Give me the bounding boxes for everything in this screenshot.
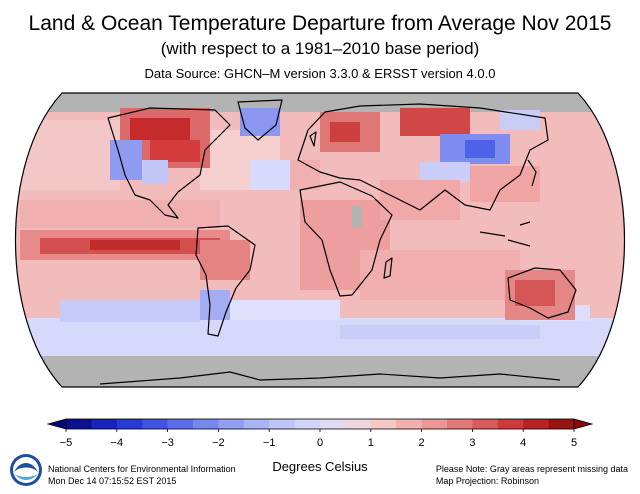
- colorbar-arrow-left: [46, 418, 67, 430]
- data-source: Data Source: GHCN–M version 3.3.0 & ERSS…: [144, 66, 496, 81]
- colorbar-tick-label: −3: [161, 437, 174, 449]
- colorbar-bin: [193, 419, 219, 429]
- anomaly-field: [15, 93, 625, 387]
- coast-greenland: [237, 99, 283, 141]
- map-title: Land & Ocean Temperature Departure from …: [28, 12, 612, 35]
- colorbar-tick-label: 4: [520, 437, 527, 449]
- colorbar-tick-label: 0: [316, 437, 324, 449]
- timestamp: Mon Dec 14 07:15:52 EST 2015: [48, 476, 177, 486]
- colorbar-bin: [345, 419, 372, 429]
- colorbar-bin: [91, 419, 118, 429]
- org-name: National Centers for Environmental Infor…: [48, 464, 236, 474]
- colorbar-bin: [370, 419, 397, 429]
- map-subtitle: (with respect to a 1981–2010 base period…: [160, 39, 480, 58]
- colorbar-tick-label: −1: [262, 437, 276, 449]
- colorbar: [46, 418, 594, 432]
- coast-africa: [299, 181, 393, 297]
- colorbar-bin: [396, 419, 422, 429]
- colorbar-bin: [523, 419, 549, 429]
- colorbar-bin: [421, 419, 448, 429]
- coast-antarctica: [99, 371, 561, 385]
- region-central-africa-missing: [352, 206, 362, 228]
- colorbar-tick-label: 1: [367, 437, 374, 449]
- colorbar-tick-label: −5: [59, 437, 73, 449]
- colorbar-bin: [294, 419, 321, 429]
- colorbar-bin: [548, 419, 575, 429]
- colorbar-arrow-right: [573, 418, 594, 430]
- projection-note: Map Projection: Robinson: [435, 476, 539, 486]
- colorbar-bin: [142, 419, 168, 429]
- colorbar-bin: [269, 419, 295, 429]
- region-siberia: [400, 108, 470, 136]
- colorbar-tick-label: 3: [469, 437, 476, 449]
- globe-outline: [15, 92, 625, 388]
- region-s-america: [200, 240, 250, 280]
- colorbar-bin: [116, 419, 143, 429]
- region-w-namerica: [110, 140, 142, 180]
- region-greenland: [240, 108, 280, 136]
- region-indian-ocean: [360, 250, 520, 300]
- coastlines: [99, 99, 577, 385]
- colorbar-bin: [497, 419, 524, 429]
- colorbar-tick-label: −2: [212, 437, 225, 449]
- colorbar-bin: [167, 419, 194, 429]
- colorbar-bin: [320, 419, 346, 429]
- colorbar-bin: [66, 419, 92, 429]
- colorbar-bin: [447, 419, 473, 429]
- colorbar-bin: [472, 419, 499, 429]
- missing-data-note: Please Note: Gray areas represent missin…: [435, 464, 628, 474]
- coast-south-america: [195, 225, 256, 337]
- colorbar-tick-label: −4: [110, 437, 124, 449]
- colorbar-units: Degrees Celsius: [272, 459, 368, 474]
- colorbar-bin: [218, 419, 245, 429]
- coast-eurasia: [297, 103, 549, 211]
- footer-right: Please Note: Gray areas represent missin…: [436, 463, 628, 487]
- region-antarctic-missing: [15, 356, 625, 387]
- coast-australia: [507, 267, 577, 319]
- noaa-logo-icon: [10, 454, 42, 486]
- coast-north-america: [107, 107, 231, 219]
- region-southern-ocean: [15, 318, 625, 356]
- colorbar-tick-label: 5: [570, 437, 578, 449]
- footer-left: National Centers for Environmental Infor…: [48, 463, 236, 487]
- colorbar-tick-label: 2: [418, 437, 425, 449]
- colorbar-bin: [243, 419, 270, 429]
